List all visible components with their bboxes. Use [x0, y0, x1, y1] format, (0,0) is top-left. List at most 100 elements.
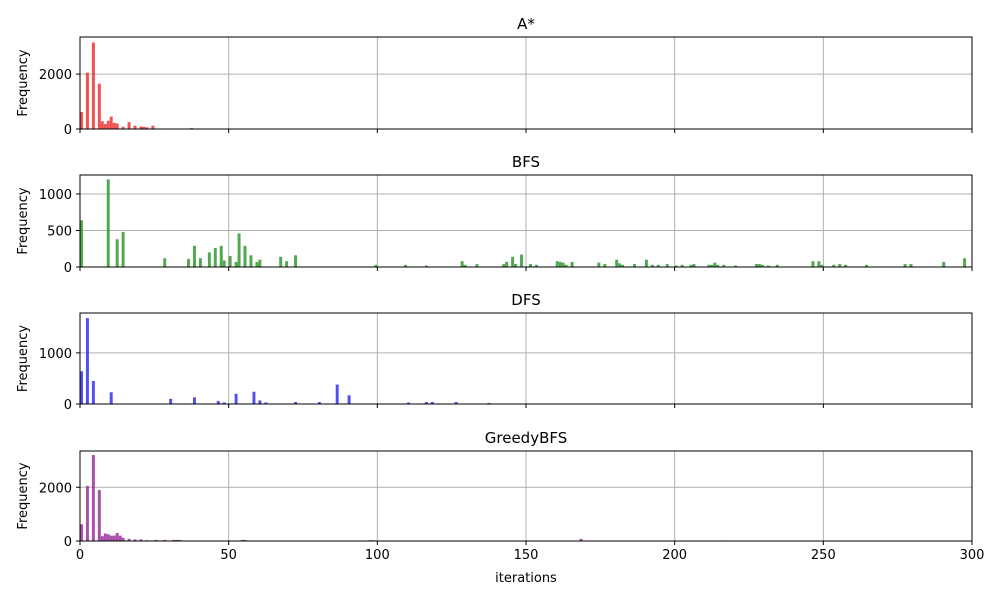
panel-1: 0 500 1000 BFS Frequency	[16, 153, 973, 276]
histogram-bar	[294, 401, 298, 404]
y-tick-label: 0	[64, 123, 72, 138]
histogram-bar	[85, 485, 89, 541]
histogram-bar	[475, 264, 479, 267]
histogram-bar	[674, 265, 678, 267]
histogram-bar	[175, 539, 179, 541]
histogram-bar	[505, 261, 509, 267]
histogram-bar	[692, 264, 696, 267]
histogram-bar	[603, 264, 607, 267]
y-tick-label: 0	[64, 398, 72, 413]
histogram-bar	[514, 264, 518, 267]
histogram-bar	[192, 397, 196, 404]
histogram-bar	[192, 245, 196, 267]
x-tick-label: 250	[811, 548, 836, 563]
histogram-bar	[163, 539, 167, 541]
histogram-bar	[335, 384, 339, 404]
histogram-bar	[187, 258, 191, 267]
histogram-bar	[258, 259, 262, 267]
x-tick-label: 300	[960, 548, 985, 563]
histogram-bar	[760, 264, 764, 267]
histogram-bar	[766, 265, 770, 267]
histogram-bar	[817, 261, 821, 267]
histogram-bar	[710, 264, 714, 267]
histogram-bar	[234, 261, 238, 267]
histogram-bar	[570, 261, 574, 267]
y-axis-label: Frequency	[16, 325, 31, 392]
histogram-bar	[716, 264, 720, 267]
histogram-bar	[178, 539, 182, 541]
histogram-bar	[775, 264, 779, 267]
histogram-bar	[228, 256, 232, 267]
histogram-bar	[279, 256, 283, 267]
histogram-bar	[520, 254, 524, 267]
y-tick-label: 1000	[39, 188, 72, 203]
histogram-bar	[864, 264, 868, 267]
histogram-bar	[172, 539, 176, 541]
histogram-bar	[91, 380, 95, 404]
histogram-bar	[347, 395, 351, 404]
histogram-bar	[820, 264, 824, 267]
histogram-bar	[621, 264, 625, 267]
y-tick-label: 0	[64, 535, 72, 550]
y-tick-label: 0	[64, 261, 72, 276]
histogram-bar	[249, 255, 253, 267]
histogram-bar	[222, 402, 226, 404]
panel-2: 0 1000 DFS Frequency	[16, 291, 973, 413]
histogram-bar	[216, 400, 220, 404]
panel-title: GreedyBFS	[485, 429, 568, 447]
histogram-bar	[430, 401, 434, 404]
panel-0: 0 2000 A* Frequency	[16, 15, 973, 138]
histogram-bar	[534, 264, 538, 267]
histogram-bar	[832, 264, 836, 267]
y-tick-label: 2000	[39, 481, 72, 496]
histogram-bar	[103, 533, 107, 541]
x-tick-label: 200	[662, 548, 687, 563]
histogram-bar	[127, 122, 131, 129]
histogram-bar	[121, 231, 125, 267]
histogram-bar	[618, 263, 622, 267]
histogram-bar	[139, 126, 143, 129]
histogram-bar	[942, 261, 946, 267]
histogram-bar	[115, 123, 119, 129]
histogram-bar	[115, 239, 119, 267]
histogram-bar	[909, 264, 913, 267]
histogram-bar	[317, 401, 321, 404]
histogram-bar	[734, 265, 738, 267]
histogram-bar	[190, 127, 193, 129]
histogram-bar	[118, 535, 122, 541]
histogram-bar	[487, 402, 491, 404]
histogram-bar	[374, 264, 378, 267]
histogram-bar	[424, 401, 428, 404]
x-tick-label: 50	[220, 548, 237, 563]
histogram-bar	[106, 120, 110, 129]
histogram-bar	[139, 539, 143, 541]
histogram-bar	[757, 264, 761, 267]
histogram-bar	[219, 245, 223, 267]
histogram-bar	[502, 264, 506, 267]
y-tick-label: 1000	[39, 347, 72, 362]
histogram-bar	[151, 125, 155, 129]
histogram-bar	[689, 264, 693, 267]
histogram-bar	[133, 125, 137, 129]
histogram-bar	[579, 538, 583, 541]
panel-title: DFS	[511, 291, 540, 309]
histogram-bar	[650, 264, 654, 267]
histogram-bar	[294, 255, 298, 267]
histogram-bar	[903, 264, 907, 267]
histogram-bar	[80, 371, 83, 404]
histogram-bar	[844, 264, 848, 267]
histogram-bar	[198, 258, 202, 267]
histogram-bar	[80, 111, 83, 129]
histogram-bar	[407, 402, 411, 404]
histogram-bar	[91, 455, 95, 541]
histogram-bar	[121, 537, 125, 541]
histogram-bar	[145, 127, 149, 129]
histogram-bar	[112, 535, 116, 541]
histogram-bar	[404, 264, 408, 267]
histogram-bar	[106, 534, 110, 541]
histogram-bar	[963, 258, 967, 267]
histogram-bar	[115, 532, 119, 541]
histogram-bar	[252, 391, 256, 404]
histogram-bar	[234, 393, 238, 404]
histogram-bar	[237, 233, 241, 267]
